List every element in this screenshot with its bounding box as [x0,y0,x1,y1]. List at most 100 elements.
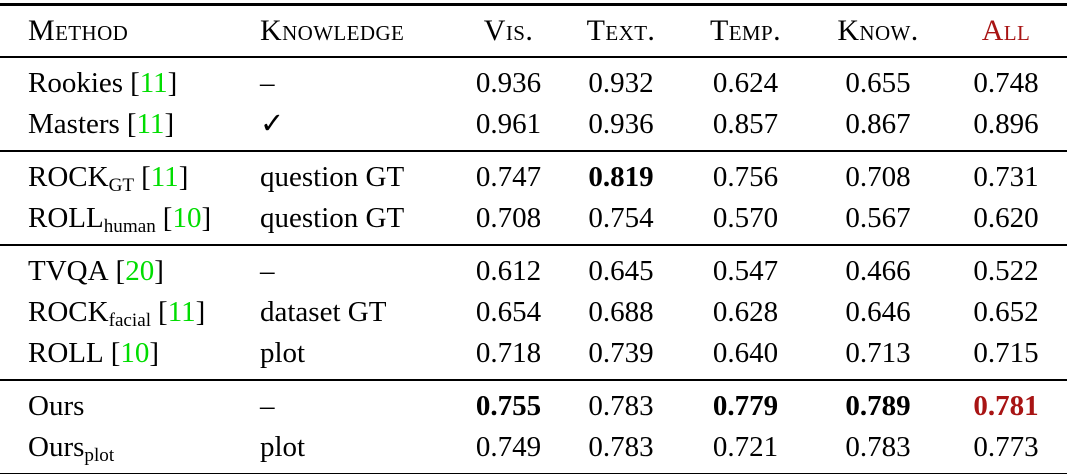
table-row: Oursplot plot 0.749 0.783 0.721 0.783 0.773 [0,427,1067,474]
score-cell-know: 0.789 [811,379,945,427]
score-cell-all: 0.781 [945,379,1067,427]
score-cell-text: 0.783 [588,431,654,463]
method-name: ROLL [28,202,104,234]
score-cell-vis: 0.612 [455,244,562,292]
table-row: Masters [11] ✓ 0.961 0.936 0.857 0.867 0.896 [0,104,1067,151]
score-cell-vis: 0.654 [475,296,542,328]
table-row: ROCKGT [11] question GT 0.747 0.819 0.756 0.70… [0,150,1067,198]
score-cell-temp: 0.721 [712,431,779,463]
score-cell-all: 0.748 [973,67,1039,99]
table-row: Ours –0.755 0.783 0.779 0.789 0.781 [0,379,1067,427]
knowledge-cell: question GT [240,150,455,198]
score-cell-text: 0.739 [588,337,654,369]
table-row: ROLL [10] plot 0.718 0.739 0.640 0.713 0.715 [0,333,1067,380]
score-cell-temp: 0.779 [680,379,811,427]
method-name: Ours [28,390,85,422]
method-group-4: Ours –0.755 0.783 0.779 0.789 0.781 Oursplot pl… [0,379,1067,474]
citation-bracket-open: [ [130,67,140,99]
score-cell-all: 0.522 [945,244,1067,292]
header-row: Method Knowledge Vis. Text. Temp. Know. All [0,4,1067,58]
citation-bracket-close: ] [164,108,175,140]
score-cell-all: 0.773 [973,431,1039,463]
method-subscript: human [103,215,156,237]
results-table: Method Knowledge Vis. Text. Temp. Know. All Ro… [0,3,1067,474]
method-cell: TVQA [20] [0,244,240,292]
method-group-2: ROCKGT [11] question GT 0.747 0.819 0.756 0.70… [0,150,1067,245]
score-cell-vis: 0.936 [475,67,542,99]
citation-link[interactable]: 11 [150,161,179,193]
method-cell: ROLLhuman [10] [0,198,240,245]
score-cell-know: 0.708 [811,150,945,198]
knowledge-cell: – [260,67,275,99]
method-name: Masters [28,108,120,140]
citation: [11] [130,67,177,99]
score-cell-all: 0.731 [945,150,1067,198]
knowledge-cell: plot [260,431,306,463]
score-cell-all: 0.896 [973,108,1039,140]
method-cell: ROCKGT [11] [0,150,240,198]
citation: [20] [116,255,164,287]
citation: [11] [141,161,188,193]
citation-link[interactable]: 11 [167,296,196,328]
method-name: ROCK [28,296,109,328]
citation-link[interactable]: 10 [172,202,202,234]
table-header: Method Knowledge Vis. Text. Temp. Know. All [0,4,1067,58]
score-cell-temp: 0.547 [680,244,811,292]
method-group-3: TVQA [20] –0.612 0.645 0.547 0.466 0.522 ROCKfa… [0,244,1067,380]
citation: [11] [158,296,205,328]
method-cell: Oursplot [0,427,240,474]
knowledge-check-icon: ✓ [260,108,285,140]
score-cell-temp: 0.756 [680,150,811,198]
table-row: TVQA [20] –0.612 0.645 0.547 0.466 0.522 [0,244,1067,292]
method-cell: ROLL [10] [0,333,240,380]
score-cell-vis: 0.749 [475,431,542,463]
knowledge-cell: – [240,244,455,292]
score-cell-know: 0.713 [845,337,911,369]
score-cell-text: 0.819 [562,150,680,198]
citation-bracket-open: [ [141,161,151,193]
score-cell-know: 0.567 [845,202,911,234]
score-cell-temp: 0.857 [712,108,779,140]
method-cell: Rookies [11] [0,57,240,104]
citation-bracket-open: [ [115,255,126,287]
citation-bracket-close: ] [149,337,160,369]
column-header-know: Know. [811,4,945,58]
score-cell-know: 0.867 [845,108,911,140]
table-row: Rookies [11] – 0.936 0.932 0.624 0.655 0.748 [0,57,1067,104]
score-cell-know: 0.655 [845,67,911,99]
citation-bracket-open: [ [158,296,168,328]
method-cell: Ours [0,379,240,427]
citation-link[interactable]: 11 [139,67,168,99]
score-cell-know: 0.646 [845,296,911,328]
table-row: ROCKfacial [11] dataset GT 0.654 0.688 0.628 0… [0,292,1067,333]
method-name: ROCK [28,161,109,193]
column-header-all: All [945,4,1067,58]
score-cell-text: 0.754 [588,202,654,234]
score-cell-text: 0.783 [562,379,680,427]
score-cell-know: 0.466 [811,244,945,292]
citation-link[interactable]: 10 [120,337,150,369]
column-header-knowledge: Knowledge [240,4,455,58]
column-header-temp: Temp. [680,4,811,58]
score-cell-all: 0.620 [973,202,1039,234]
score-cell-temp: 0.570 [712,202,779,234]
score-cell-temp: 0.624 [712,67,779,99]
score-cell-vis: 0.755 [455,379,562,427]
score-cell-vis: 0.708 [475,202,542,234]
citation-bracket-close: ] [178,161,189,193]
score-cell-text: 0.645 [562,244,680,292]
column-header-method: Method [0,4,240,58]
score-cell-vis: 0.747 [455,150,562,198]
citation-link[interactable]: 20 [125,255,155,287]
column-header-text: Text. [562,4,680,58]
method-cell: ROCKfacial [11] [0,292,240,333]
table-row: ROLLhuman [10] question GT 0.708 0.754 0.570 0… [0,198,1067,245]
score-cell-text: 0.688 [588,296,654,328]
method-name: TVQA [28,255,109,287]
score-cell-text: 0.932 [588,67,654,99]
knowledge-cell: plot [260,337,306,369]
citation-bracket-open: [ [162,202,173,234]
citation-link[interactable]: 11 [136,108,165,140]
knowledge-cell: dataset GT [260,296,387,328]
citation: [10] [111,337,159,369]
